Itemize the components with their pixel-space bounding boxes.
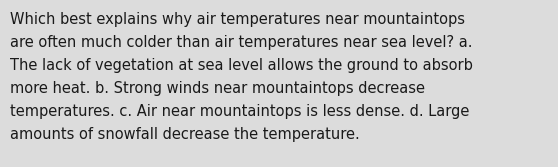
Text: amounts of snowfall decrease the temperature.: amounts of snowfall decrease the tempera…: [10, 127, 360, 142]
Text: The lack of vegetation at sea level allows the ground to absorb: The lack of vegetation at sea level allo…: [10, 58, 473, 73]
Text: Which best explains why air temperatures near mountaintops: Which best explains why air temperatures…: [10, 12, 465, 27]
Text: more heat. b. Strong winds near mountaintops decrease: more heat. b. Strong winds near mountain…: [10, 81, 425, 96]
Text: are often much colder than air temperatures near sea level? a.: are often much colder than air temperatu…: [10, 35, 473, 50]
Text: temperatures. c. Air near mountaintops is less dense. d. Large: temperatures. c. Air near mountaintops i…: [10, 104, 469, 119]
